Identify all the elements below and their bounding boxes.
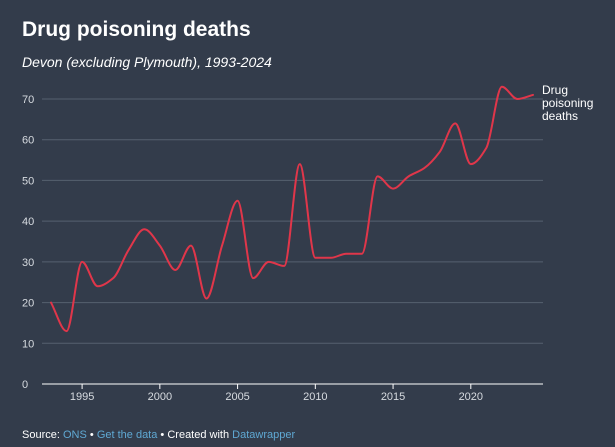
y-tick-label: 20 (22, 298, 34, 310)
x-tick-label: 2005 (225, 391, 249, 403)
series-label-line: Drug (542, 83, 568, 97)
source-link[interactable]: ONS (62, 429, 87, 441)
chart-subtitle: Devon (excluding Plymouth), 1993-2024 (22, 54, 272, 70)
y-tick-label: 40 (22, 216, 34, 228)
gridlines (42, 98, 543, 385)
series-label-line: deaths (542, 109, 578, 123)
chart-title: Drug poisoning deaths (22, 18, 251, 41)
series-line (50, 85, 534, 333)
y-tick-label: 30 (22, 257, 34, 269)
datawrapper-link[interactable]: Datawrapper (232, 429, 296, 441)
y-tick-label: 70 (22, 94, 34, 106)
y-axis-tick-labels: 0 10 20 30 40 50 60 70 (22, 94, 34, 391)
x-tick-label: 2010 (303, 391, 327, 403)
chart-footer: Source: ONS • Get the data • Created wit… (22, 429, 295, 441)
series-label: Drug poisoning deaths (542, 83, 593, 123)
series-label-line: poisoning (542, 96, 593, 110)
x-tick-label: 1995 (70, 391, 94, 403)
get-data-link[interactable]: Get the data (96, 429, 158, 441)
y-tick-label: 50 (22, 175, 34, 187)
y-tick-label: 10 (22, 338, 34, 350)
x-tick-label: 2020 (459, 391, 483, 403)
x-tick-label: 2015 (381, 391, 405, 403)
footer-separator-2: • (160, 429, 165, 441)
y-tick-label: 60 (22, 135, 34, 147)
source-label: Source: (22, 429, 60, 441)
created-with-label: Created with (167, 429, 230, 441)
x-axis-tick-labels: 1995 2000 2005 2010 2015 2020 (70, 384, 483, 403)
series-labels: Drug poisoning deaths (542, 83, 593, 123)
y-tick-label: 0 (22, 379, 28, 391)
footer-separator: • (89, 429, 94, 441)
x-tick-label: 2000 (148, 391, 172, 403)
series-lines (50, 85, 534, 333)
